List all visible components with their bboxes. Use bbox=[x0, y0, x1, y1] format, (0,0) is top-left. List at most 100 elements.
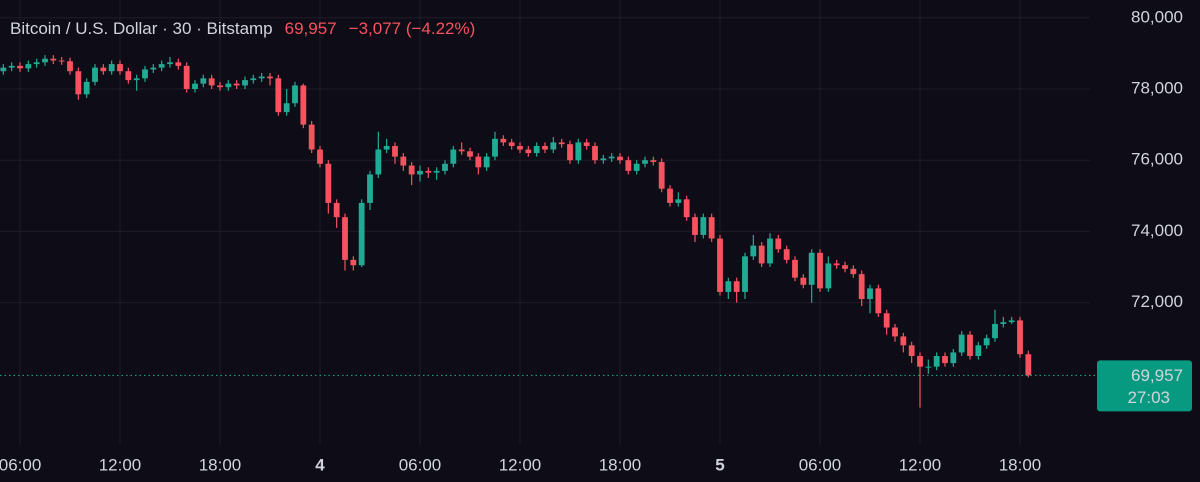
candle-body bbox=[208, 78, 215, 86]
overlay: 72,000 74,000 76,000 78,000 80,000 06:00 12:00… bbox=[0, 7, 1192, 474]
candle-body bbox=[258, 76, 265, 79]
candle-body bbox=[1000, 322, 1007, 324]
candle-body bbox=[200, 78, 207, 84]
candle-body bbox=[700, 217, 707, 235]
candle-body bbox=[617, 156, 623, 161]
candle-body bbox=[375, 149, 382, 175]
x-tick-label: 06:00 bbox=[0, 455, 41, 474]
candle-body bbox=[642, 160, 648, 164]
candle-body bbox=[792, 259, 798, 278]
candle-body bbox=[850, 268, 857, 275]
candle-body bbox=[667, 188, 673, 203]
candle-body bbox=[425, 170, 432, 173]
candle-body bbox=[742, 256, 748, 292]
candle-body bbox=[900, 336, 907, 346]
candle-body bbox=[942, 356, 948, 364]
candle-body bbox=[958, 334, 965, 353]
candle-body bbox=[658, 161, 665, 189]
candle-body bbox=[975, 345, 982, 356]
candle-body bbox=[83, 81, 90, 95]
candle-body bbox=[475, 156, 482, 168]
candle-body bbox=[508, 142, 515, 146]
header-price: 69,957 bbox=[285, 19, 337, 38]
candle-body bbox=[750, 245, 757, 257]
candle-body bbox=[58, 60, 65, 62]
candle-body bbox=[325, 163, 332, 203]
candle-body bbox=[1008, 320, 1015, 323]
candle-body bbox=[242, 80, 248, 86]
candle-body bbox=[450, 149, 457, 164]
candle-body bbox=[542, 145, 548, 150]
y-tick-label: 72,000 bbox=[1131, 292, 1183, 311]
x-tick-label: 12:00 bbox=[99, 455, 142, 474]
candle-body bbox=[575, 142, 582, 161]
price-tag-countdown: 27:03 bbox=[1127, 388, 1170, 407]
candle-body bbox=[392, 145, 398, 157]
candle-body bbox=[592, 145, 598, 161]
candle-body bbox=[167, 62, 173, 65]
candle-body bbox=[300, 85, 307, 125]
candle-body bbox=[367, 174, 373, 203]
price-tag bbox=[1097, 360, 1192, 412]
candle-body bbox=[8, 65, 15, 68]
candle-body bbox=[317, 149, 323, 164]
symbol: Bitcoin / U.S. Dollar · 30 · Bitstamp bbox=[10, 19, 273, 38]
candle-body bbox=[625, 160, 632, 171]
candle-body bbox=[92, 67, 98, 82]
candle-body bbox=[650, 160, 657, 162]
candle-body bbox=[525, 149, 532, 154]
candle-body bbox=[683, 199, 690, 218]
candle-body bbox=[1025, 354, 1032, 376]
candle-body bbox=[417, 170, 423, 175]
y-tick-label: 78,000 bbox=[1131, 78, 1183, 97]
candle-body bbox=[342, 217, 348, 260]
x-tick-label: 12:00 bbox=[899, 455, 942, 474]
candle-body bbox=[758, 245, 765, 264]
candle-body bbox=[842, 265, 848, 269]
y-tick-label: 80,000 bbox=[1131, 7, 1183, 26]
header: Bitcoin / U.S. Dollar · 30 · Bitstamp 69,… bbox=[10, 19, 475, 38]
candle-body bbox=[858, 274, 865, 300]
candle-body bbox=[608, 156, 615, 159]
candle-body bbox=[600, 158, 607, 161]
candle-body bbox=[717, 238, 723, 292]
candle-body bbox=[550, 142, 557, 150]
candle-body bbox=[275, 78, 282, 113]
candle-body bbox=[225, 83, 232, 88]
candle-body bbox=[350, 259, 357, 266]
candle-body bbox=[567, 144, 573, 161]
candle-body bbox=[517, 145, 523, 150]
candle-body bbox=[783, 249, 790, 260]
candle-body bbox=[217, 85, 223, 88]
candle-body bbox=[767, 238, 773, 264]
grid bbox=[0, 0, 1090, 445]
candles bbox=[0, 55, 1032, 408]
candle-body bbox=[492, 138, 498, 157]
candle-body bbox=[500, 138, 507, 143]
candle-body bbox=[358, 202, 365, 266]
candle-body bbox=[108, 64, 115, 72]
candle-body bbox=[158, 64, 165, 68]
candle-body bbox=[983, 338, 990, 346]
candle-body bbox=[808, 252, 815, 285]
candle-body bbox=[50, 58, 57, 61]
candle-body bbox=[533, 145, 540, 154]
candle-body bbox=[708, 217, 715, 239]
candle-body bbox=[17, 65, 23, 69]
x-tick-label: 18:00 bbox=[599, 455, 642, 474]
price-tag-value: 69,957 bbox=[1131, 366, 1183, 385]
candle-body bbox=[1017, 320, 1023, 355]
candle-body bbox=[883, 313, 890, 328]
candle-body bbox=[458, 149, 465, 152]
candle-body bbox=[967, 334, 973, 356]
candle-body bbox=[0, 67, 7, 72]
candle-body bbox=[992, 323, 998, 339]
candle-body bbox=[133, 78, 140, 81]
x-tick-label: 12:00 bbox=[499, 455, 542, 474]
x-tick-label: 18:00 bbox=[999, 455, 1042, 474]
candle-body bbox=[800, 277, 807, 285]
candle-body bbox=[675, 199, 682, 203]
candle-body bbox=[100, 67, 107, 72]
